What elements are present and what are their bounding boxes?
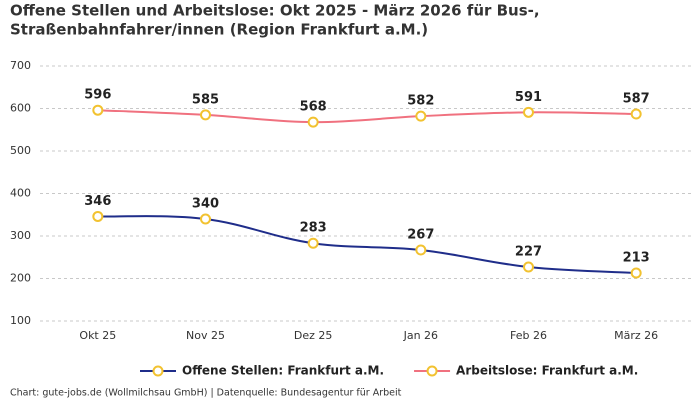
y-tick-label: 600 <box>10 102 31 115</box>
point-marker <box>92 210 104 222</box>
chart-title: Offene Stellen und Arbeitslose: Okt 2025… <box>10 2 540 20</box>
point-marker <box>307 116 319 128</box>
data-label: 587 <box>623 92 650 107</box>
y-tick-label: 200 <box>10 272 31 285</box>
point-marker <box>523 106 534 118</box>
point-marker <box>200 109 211 121</box>
source: Chart: gute-jobs.de (Wollmilchsau GmbH) … <box>10 388 402 399</box>
legend-marker <box>152 365 164 377</box>
data-label: 227 <box>515 245 542 260</box>
data-label: 267 <box>407 228 434 243</box>
data-label: 568 <box>300 100 327 115</box>
x-tick-label: Jan 26 <box>403 329 438 342</box>
y-tick-label: 700 <box>10 59 31 72</box>
data-label: 582 <box>407 94 434 109</box>
x-tick-label: Dez 25 <box>294 329 333 342</box>
point-marker <box>630 108 642 120</box>
y-tick-label: 100 <box>10 314 31 327</box>
x-tick-label: Feb 26 <box>510 329 547 342</box>
legend-label: Arbeitslose: Frankfurt a.M. <box>456 364 638 378</box>
point-marker <box>307 237 319 249</box>
chart-title: Straßenbahnfahrer/innen (Region Frankfur… <box>10 21 428 39</box>
data-label: 346 <box>84 194 111 209</box>
series-line <box>97 215 637 274</box>
data-label: 283 <box>300 221 327 236</box>
data-label: 213 <box>623 250 650 265</box>
data-label: 340 <box>192 197 219 212</box>
x-tick-label: März 26 <box>614 329 658 342</box>
data-label: 596 <box>84 88 111 103</box>
x-tick-label: Okt 25 <box>79 329 116 342</box>
point-marker <box>523 261 534 273</box>
series-line <box>97 109 637 124</box>
y-tick-label: 400 <box>10 187 31 200</box>
data-label: 591 <box>515 90 542 105</box>
point-marker <box>200 213 211 225</box>
point-marker <box>630 267 642 279</box>
point-marker <box>415 244 427 256</box>
data-label: 585 <box>192 92 219 107</box>
legend-label: Offene Stellen: Frankfurt a.M. <box>182 364 384 378</box>
x-tick-label: Nov 25 <box>186 329 225 342</box>
legend-marker <box>426 365 438 377</box>
point-marker <box>415 110 427 122</box>
y-tick-label: 500 <box>10 144 31 157</box>
y-tick-label: 300 <box>10 229 31 242</box>
point-marker <box>92 104 104 116</box>
